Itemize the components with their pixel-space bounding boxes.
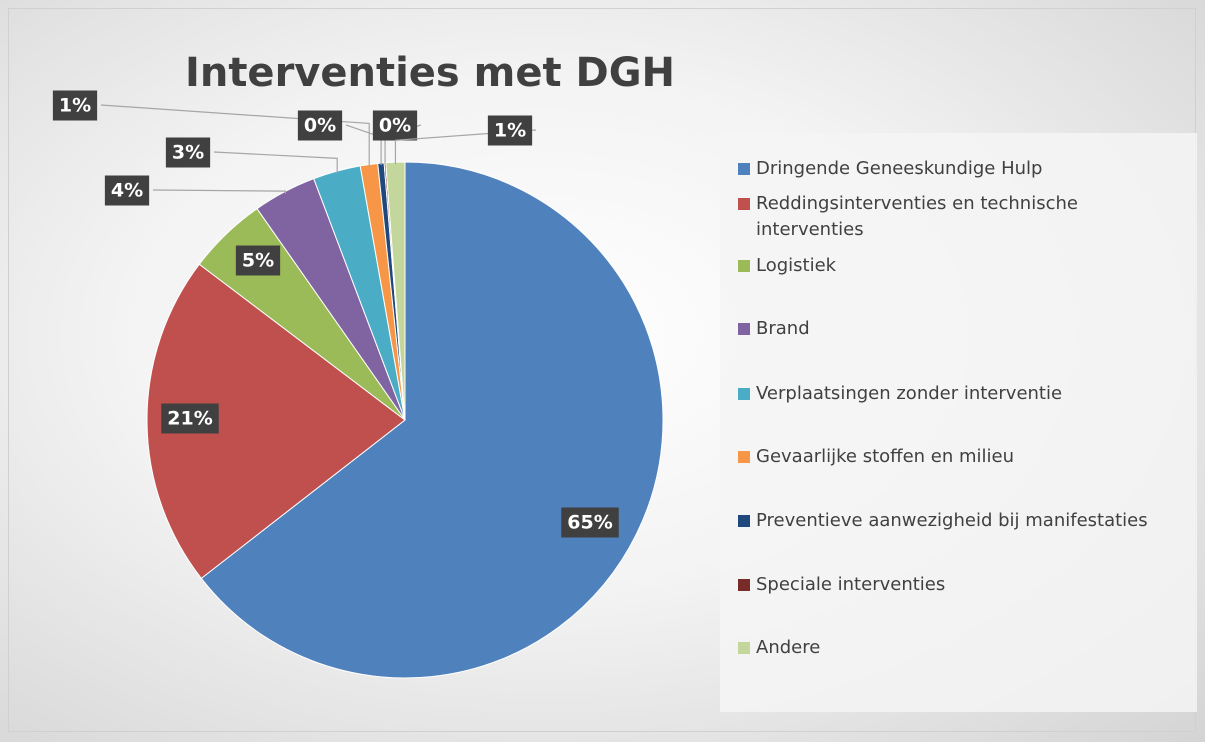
legend-item: Verplaatsingen zonder interventie: [738, 381, 1188, 407]
legend-swatch: [738, 198, 750, 210]
legend-swatch: [738, 323, 750, 335]
data-labels: 65% 21% 5% 4% 3% 1% 0% 0% 1%: [52, 90, 619, 538]
data-label-box: [104, 175, 150, 206]
legend-label: Gevaarlijke stoffen en milieu: [756, 446, 1014, 467]
leader-line: [213, 151, 338, 174]
legend-swatch: [738, 260, 750, 272]
data-label-box: [165, 137, 211, 168]
pie-slice: [146, 263, 406, 580]
data-label: 1%: [59, 95, 91, 117]
legend-swatch: [738, 515, 750, 527]
data-label: 21%: [167, 408, 212, 430]
data-label-box: [297, 110, 343, 141]
legend-label: Andere: [756, 637, 821, 658]
legend-swatch: [738, 642, 750, 654]
data-label-box: [161, 403, 219, 434]
chart-title: Interventies met DGH: [185, 50, 675, 96]
legend-item: Logistiek: [738, 253, 1188, 279]
legend-swatch: [738, 579, 750, 591]
data-label-box: [52, 90, 98, 121]
leader-line: [100, 104, 370, 167]
legend: Dringende Geneeskundige Hulp Reddingsinte…: [720, 133, 1197, 712]
legend-swatch: [738, 388, 750, 400]
legend-label: Speciale interventies: [756, 574, 946, 595]
data-label-box: [235, 245, 281, 276]
leader-line: [152, 189, 286, 194]
data-label: 65%: [567, 512, 612, 534]
legend-item: Speciale interventies: [738, 572, 1188, 598]
legend-item: Dringende Geneeskundige Hulp: [738, 156, 1188, 182]
legend-swatch: [738, 163, 750, 175]
data-label: 1%: [494, 120, 526, 142]
legend-item: Reddingsinterventies en technische inter…: [738, 191, 1188, 243]
legend-item: Preventieve aanwezigheid bij manifestati…: [738, 508, 1188, 534]
data-label-box: [372, 110, 418, 141]
legend-item: Andere: [738, 635, 1188, 661]
legend-label: Preventieve aanwezigheid bij manifestati…: [756, 510, 1148, 531]
data-label: 0%: [379, 115, 411, 137]
data-label: 4%: [111, 180, 143, 202]
data-label-box: [561, 507, 619, 538]
legend-label: Dringende Geneeskundige Hulp: [756, 158, 1043, 179]
data-label: 3%: [172, 142, 204, 164]
data-label: 0%: [304, 115, 336, 137]
legend-item: Brand: [738, 316, 1188, 342]
legend-label: Verplaatsingen zonder interventie: [756, 383, 1063, 404]
legend-label: Logistiek: [756, 255, 837, 276]
legend-swatch: [738, 451, 750, 463]
pie-slice: [200, 161, 664, 679]
data-label-box: [487, 115, 533, 146]
data-label: 5%: [242, 250, 274, 272]
legend-item: Gevaarlijke stoffen en milieu: [738, 444, 1188, 470]
legend-label: Brand: [756, 318, 810, 339]
legend-label: Reddingsinterventies en technische inter…: [756, 193, 1078, 240]
